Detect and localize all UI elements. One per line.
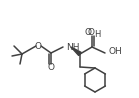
Text: O: O <box>87 28 95 36</box>
Text: O: O <box>34 41 42 50</box>
Text: OH: OH <box>109 46 123 55</box>
Polygon shape <box>71 47 81 56</box>
Text: O: O <box>48 64 54 73</box>
Text: H: H <box>94 29 100 39</box>
Text: O: O <box>85 28 91 36</box>
Text: NH: NH <box>66 43 80 52</box>
